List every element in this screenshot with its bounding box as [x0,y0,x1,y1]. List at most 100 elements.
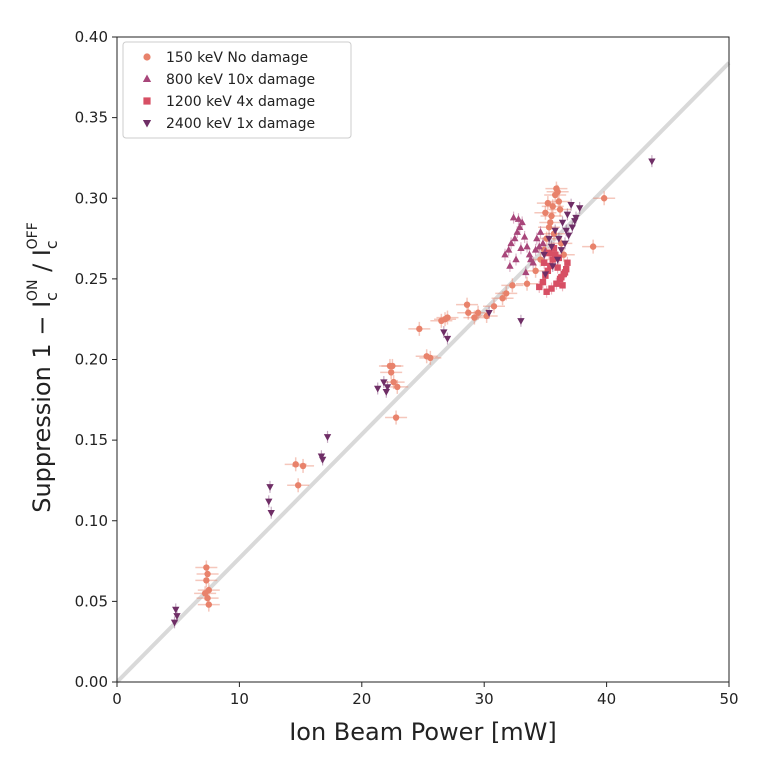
data-point-series-1 [201,590,209,597]
data-point-series-4 [265,498,273,506]
data-point-series-3 [548,285,555,292]
y-tick-label: 0.20 [75,351,108,369]
data-point-series-2 [512,255,520,263]
data-point-series-1 [444,314,451,321]
legend-marker-3 [143,97,151,105]
data-point-series-4 [443,335,452,343]
data-point-series-1 [389,362,396,370]
data-point-series-2 [527,255,535,263]
data-point-series-1 [600,195,608,202]
data-point-series-1 [203,577,210,584]
data-point-series-4 [557,247,565,254]
y-tick-label: 0.00 [75,673,108,691]
data-point-series-1 [205,601,212,608]
data-point-series-1 [499,295,506,302]
data-point-series-4 [383,384,392,391]
data-point-series-2 [506,261,514,269]
data-point-series-1 [509,282,516,289]
data-point-series-1 [294,482,302,489]
data-point-series-4 [551,227,559,235]
data-point-series-4 [380,379,388,387]
data-point-series-4 [170,619,179,627]
legend-label-3: 1200 keV 4x damage [166,94,315,110]
data-point-series-4 [517,318,525,325]
data-point-series-2 [513,228,521,235]
data-point-series-1 [465,309,472,316]
x-tick-label: 10 [230,690,249,708]
legend-label-4: 2400 keV 1x damage [166,116,315,132]
data-point-series-1 [490,303,498,310]
y-axis-label-sup-off: OFF [25,222,41,249]
data-point-series-4 [318,456,327,464]
data-point-series-4 [555,235,563,243]
data-point-series-4 [172,606,180,614]
data-point-series-3 [549,256,556,263]
y-axis-label: Suppression 1 − IcON / IcOFF [25,222,61,513]
data-point-series-3 [550,245,558,252]
data-point-series-1 [560,251,567,258]
data-point-series-2 [535,242,543,250]
data-point-series-1 [474,309,482,316]
data-point-series-3 [553,280,560,287]
data-point-series-1 [548,212,555,220]
data-point-series-4 [266,484,274,491]
data-point-series-3 [536,283,543,291]
data-point-series-2 [523,242,531,250]
data-point-series-1 [203,564,210,571]
marker-layer [170,158,656,627]
data-point-series-3 [545,249,553,257]
data-point-series-3 [551,251,559,258]
data-point-series-1 [542,209,549,216]
data-point-series-2 [507,239,515,247]
data-point-series-1 [556,206,564,213]
data-point-series-1 [427,354,434,362]
legend-box [122,41,352,139]
data-point-series-2 [533,234,541,242]
data-point-series-2 [531,245,540,253]
data-point-series-4 [173,613,181,620]
data-point-series-1 [392,414,400,421]
data-point-series-3 [547,262,554,270]
data-point-series-2 [536,228,545,235]
x-tick-label: 0 [112,690,122,708]
data-point-series-2 [511,234,519,242]
data-point-series-3 [544,267,552,275]
data-point-series-3 [539,278,547,286]
data-point-series-1 [390,378,397,386]
y-tick-label: 0.10 [75,512,108,530]
data-point-series-1 [416,325,423,333]
data-point-series-4 [485,310,493,317]
data-point-series-1 [292,461,299,468]
y-tick-label: 0.30 [75,189,108,207]
x-tick-label: 40 [597,690,616,708]
legend-marker-2 [142,74,152,83]
data-point-series-1 [547,219,554,226]
data-point-series-4 [553,256,562,264]
legend-label-1: 150 keV No damage [166,50,308,66]
data-point-series-1 [544,199,552,207]
data-point-series-2 [539,239,547,247]
data-point-series-4 [558,219,567,227]
data-point-series-4 [541,271,550,279]
data-point-series-1 [555,198,563,205]
data-point-series-3 [554,264,561,271]
data-point-series-1 [394,383,401,391]
y-tick-label: 0.35 [75,109,108,127]
y-axis-label-sup-on: ON [25,280,41,302]
data-point-series-4 [571,218,579,225]
data-point-series-2 [501,250,509,258]
data-point-series-2 [522,268,530,276]
data-point-series-4 [564,232,573,240]
data-point-series-1 [463,301,471,308]
data-point-series-1 [387,369,395,376]
data-point-series-4 [575,205,584,212]
y-axis-label-sub1: c [42,292,61,301]
fit-line [115,61,731,684]
data-point-series-2 [517,244,525,251]
data-point-series-4 [549,263,557,270]
data-point-series-2 [505,245,513,253]
y-tick-label: 0.05 [75,592,108,610]
data-point-series-4 [540,251,548,259]
data-point-series-2 [525,250,534,258]
